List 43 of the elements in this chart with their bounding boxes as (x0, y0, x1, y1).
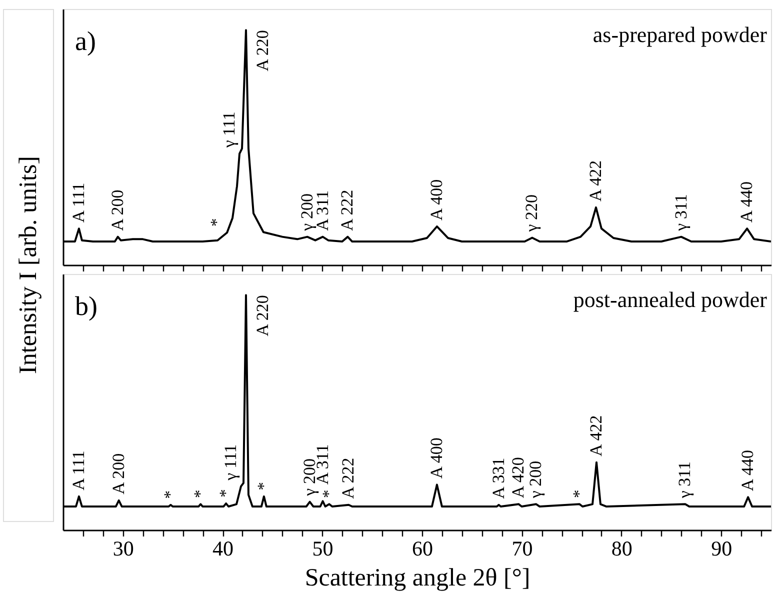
annotation: A 422 (586, 160, 605, 202)
x-tick-label: 30 (112, 536, 134, 560)
annotation: A 111 (68, 182, 88, 223)
annotation: * (207, 218, 226, 227)
annotation: A 222 (338, 190, 357, 231)
annotation: A 200 (108, 453, 128, 494)
annotation: γ 220 (522, 194, 542, 233)
annotation: γ 111 (220, 444, 240, 482)
annotation: * (160, 490, 180, 499)
annotation: A 420 (508, 457, 528, 498)
x-tick-label: 80 (611, 536, 632, 560)
x-tick-label: 40 (212, 536, 234, 560)
x-tick-label: 70 (512, 536, 533, 560)
annotation: A 440 (737, 182, 756, 223)
y-axis-title: Intensity I [arb. units] (15, 156, 42, 374)
annotation: A 400 (426, 179, 446, 220)
annotation: A 200 (108, 190, 127, 231)
annotation: A 111 (68, 450, 88, 490)
annotation: * (190, 490, 210, 498)
annotation: A 220 (252, 30, 272, 72)
annotation: A 222 (338, 458, 358, 499)
x-tick-label: 90 (711, 536, 732, 560)
x-tick-label: 60 (412, 536, 433, 560)
annotation: * (254, 482, 273, 490)
annotation: γ 200 (526, 460, 546, 500)
annotation: γ 311 (671, 194, 690, 232)
annotation: A 331 (488, 458, 508, 499)
annotation: γ 200 (297, 194, 316, 232)
x-tick-label: 50 (312, 536, 334, 560)
annotation: A 440 (738, 450, 758, 492)
annotation: A 422 (586, 415, 606, 456)
annotation: γ 311 (675, 462, 694, 500)
annotation: A 400 (426, 438, 446, 479)
x-axis-title: Scattering angle 2θ [°] (304, 564, 530, 592)
annotation: * (570, 490, 589, 498)
annotation: * (216, 488, 236, 498)
annotation: A 220 (252, 295, 272, 336)
chart-title: a) (75, 26, 96, 56)
annotation: γ 111 (220, 112, 238, 149)
chart-subtitle: as-prepared powder (592, 22, 768, 47)
chart-subtitle: post-annealed powder (573, 287, 768, 312)
chart-title: b) (75, 291, 98, 321)
annotation: * (319, 490, 338, 498)
